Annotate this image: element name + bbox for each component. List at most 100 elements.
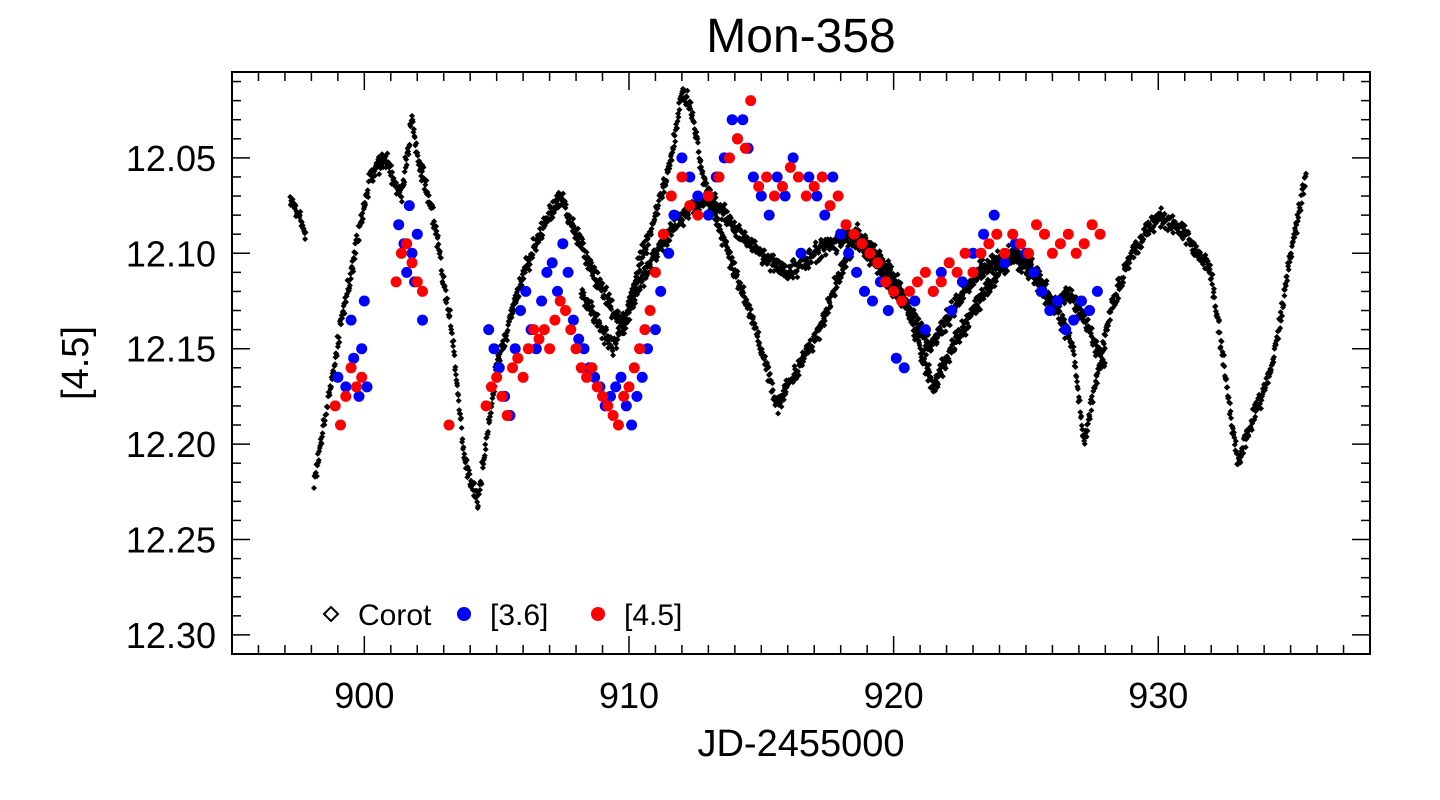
corot-point — [777, 399, 784, 406]
corot-point — [761, 247, 768, 254]
corot-point — [486, 417, 493, 424]
corot-point — [731, 259, 738, 266]
point-3-6 — [803, 171, 815, 183]
corot-point — [450, 337, 457, 344]
point-4-5 — [1070, 247, 1082, 259]
corot-point — [1200, 261, 1206, 268]
point-4-5 — [792, 171, 804, 183]
corot-point — [463, 457, 470, 464]
x-tick-label: 920 — [864, 675, 924, 716]
point-4-5 — [512, 352, 524, 364]
corot-point — [712, 194, 719, 201]
corot-point — [423, 177, 430, 184]
corot-point — [703, 200, 710, 207]
corot-point — [1285, 266, 1292, 273]
corot-point — [687, 105, 694, 112]
corot-point — [1252, 413, 1259, 420]
point-3-6 — [509, 343, 521, 355]
point-4-5 — [951, 266, 963, 278]
corot-point — [321, 417, 328, 424]
corot-point — [1282, 282, 1289, 289]
point-3-6 — [890, 352, 902, 364]
corot-point — [1258, 405, 1264, 412]
point-4-5 — [665, 190, 677, 202]
point-4-5 — [753, 181, 765, 192]
point-4-5 — [769, 190, 780, 202]
corot-point — [721, 201, 728, 208]
corot-point — [406, 141, 413, 148]
point-3-6 — [956, 276, 968, 288]
corot-point — [932, 387, 939, 394]
point-4-5 — [575, 362, 587, 374]
corot-point — [452, 364, 459, 370]
point-4-5 — [612, 419, 624, 431]
corot-point — [364, 187, 371, 194]
corot-point — [1277, 325, 1284, 332]
corot-point — [610, 352, 617, 359]
x-tick-label: 900 — [334, 675, 394, 716]
point-4-5 — [350, 381, 362, 393]
corot-point — [1232, 438, 1239, 445]
point-3-6 — [493, 362, 505, 374]
corot-point — [460, 444, 467, 451]
corot-point — [594, 311, 601, 318]
point-4-5 — [485, 381, 497, 393]
corot-point — [575, 225, 581, 232]
corot-point — [845, 239, 852, 246]
corot-point — [668, 157, 675, 164]
corot-point — [1100, 340, 1107, 347]
corot-point — [520, 275, 527, 282]
corot-point — [991, 283, 998, 290]
corot-point — [1280, 302, 1287, 309]
corot-point — [1298, 200, 1305, 207]
point-4-5 — [443, 419, 455, 431]
point-4-5 — [739, 142, 751, 154]
corot-point — [1207, 262, 1214, 269]
point-4-5 — [634, 343, 646, 355]
point-3-6 — [520, 285, 532, 297]
point-4-5 — [864, 247, 876, 259]
corot-point — [413, 140, 420, 147]
corot-point — [570, 215, 577, 222]
corot-point — [1107, 317, 1114, 323]
corot-point — [319, 433, 326, 440]
point-3-6 — [393, 219, 405, 231]
corot-point — [365, 194, 372, 201]
corot-point — [765, 364, 772, 371]
point-3-6 — [562, 266, 574, 278]
corot-point — [756, 339, 763, 346]
corot-point — [480, 461, 487, 468]
corot-point — [778, 403, 785, 410]
point-3-6 — [340, 381, 352, 393]
corot-point — [818, 253, 825, 260]
point-4-5 — [1078, 238, 1090, 250]
corot-point — [946, 358, 953, 365]
corot-point — [661, 189, 668, 196]
corot-point — [440, 273, 447, 280]
y-axis-label: [4.5] — [55, 326, 97, 400]
corot-point — [441, 282, 448, 289]
corot-point — [691, 119, 698, 126]
point-4-5 — [919, 266, 931, 278]
corot-point — [866, 262, 873, 268]
corot-point — [1061, 316, 1068, 323]
series-4-5 — [329, 95, 1106, 431]
point-3-6 — [978, 228, 990, 240]
legend-corot-marker — [322, 605, 340, 623]
point-4-5 — [832, 190, 844, 202]
point-3-6 — [348, 352, 360, 364]
point-3-6 — [811, 190, 823, 202]
corot-point — [398, 198, 405, 205]
corot-point — [794, 274, 801, 281]
point-4-5 — [1015, 238, 1027, 250]
corot-point — [703, 180, 710, 187]
corot-point — [583, 249, 590, 256]
point-4-5 — [713, 171, 725, 183]
point-4-5 — [329, 400, 341, 412]
point-4-5 — [560, 305, 571, 316]
point-4-5 — [1039, 228, 1050, 240]
point-4-5 — [800, 190, 812, 202]
corot-point — [928, 347, 935, 354]
corot-point — [1067, 298, 1074, 305]
corot-point — [1279, 312, 1286, 319]
